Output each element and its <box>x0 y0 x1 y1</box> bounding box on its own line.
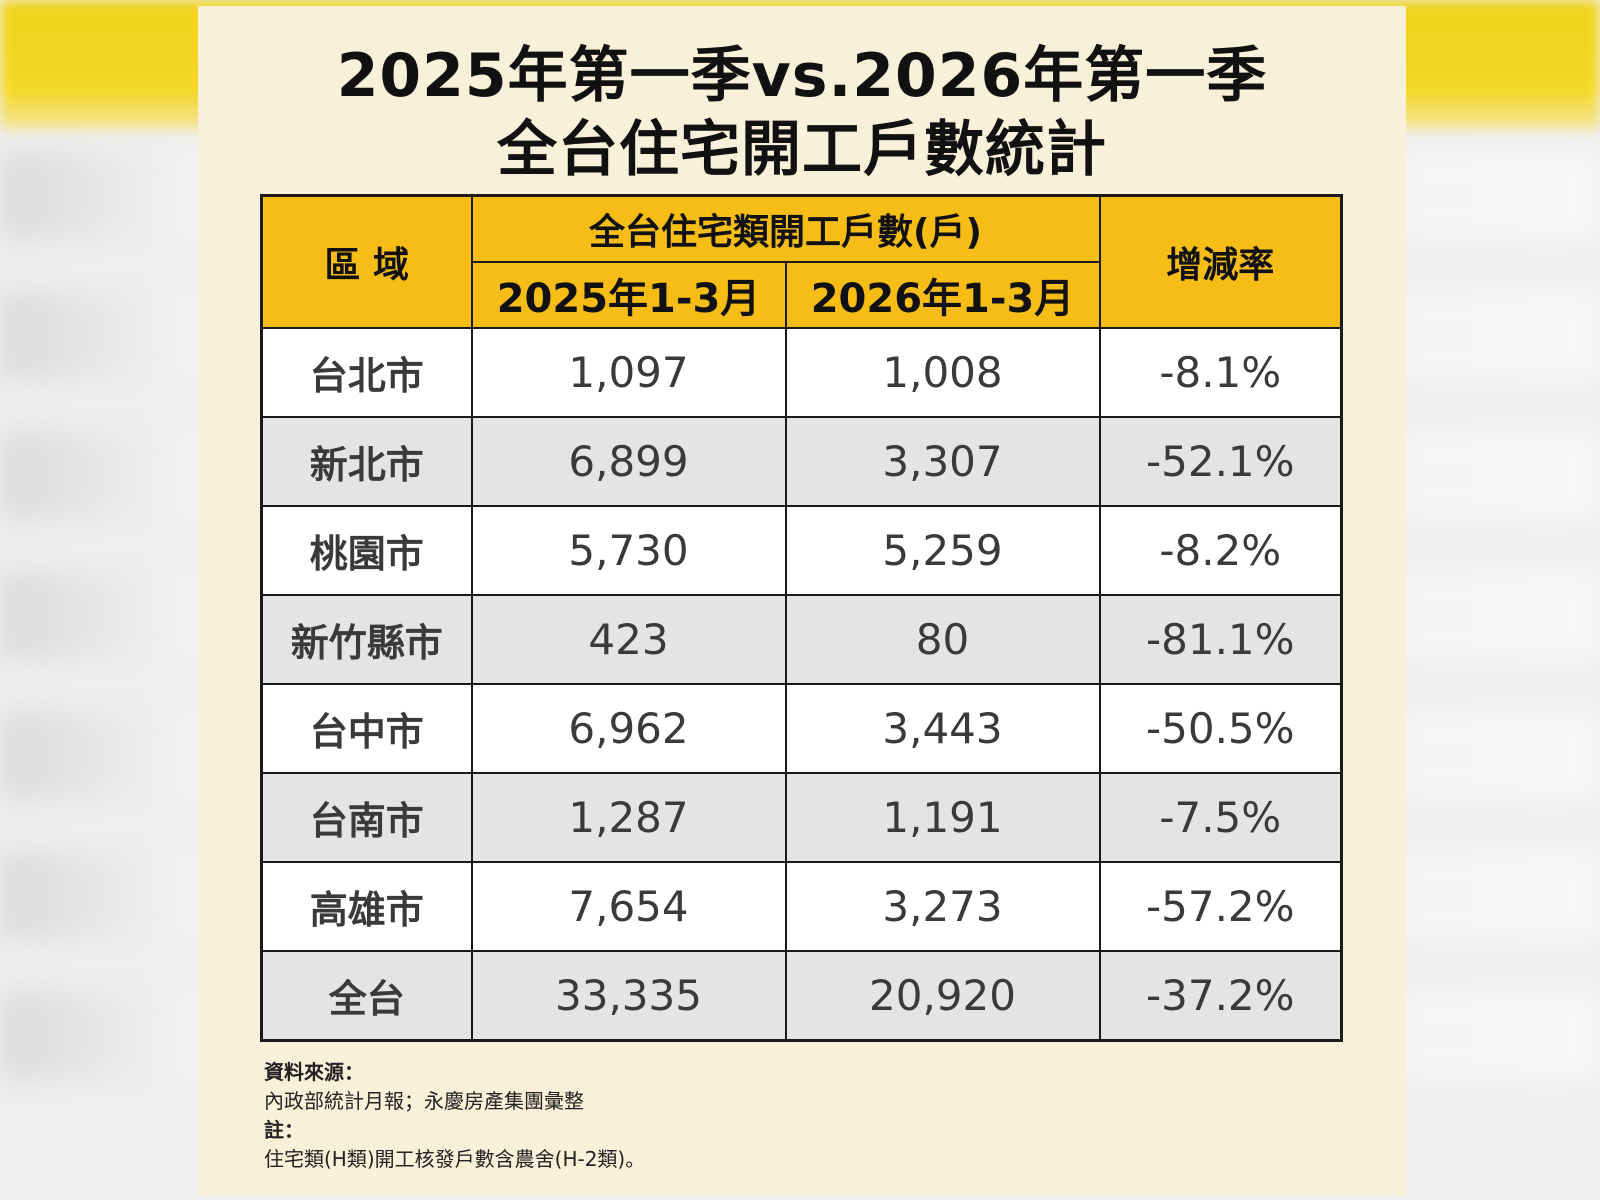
table-body: 台北市 1,097 1,008 -8.1% 新北市 6,899 3,307 -52.1% 桃園市… <box>260 327 1343 1042</box>
cell-2025: 5,730 <box>470 505 787 596</box>
cell-2026: 3,443 <box>784 683 1101 774</box>
table-row: 桃園市 5,730 5,259 -8.2% <box>260 505 1343 596</box>
cell-2025: 1,097 <box>470 327 787 418</box>
table-row: 新北市 6,899 3,307 -52.1% <box>260 416 1343 507</box>
table-row: 台南市 1,287 1,191 -7.5% <box>260 772 1343 863</box>
cell-region: 全台 <box>260 950 473 1042</box>
cell-2026: 3,273 <box>784 861 1101 952</box>
cell-2025: 423 <box>470 594 787 685</box>
cell-region: 新北市 <box>260 416 473 507</box>
table-row: 台北市 1,097 1,008 -8.1% <box>260 327 1343 418</box>
table-row: 台中市 6,962 3,443 -50.5% <box>260 683 1343 774</box>
cell-change: -8.1% <box>1098 327 1343 418</box>
header-group: 全台住宅類開工戶數(戶) <box>470 194 1101 263</box>
cell-change: -8.2% <box>1098 505 1343 596</box>
cell-2026: 20,920 <box>784 950 1101 1042</box>
housing-starts-table: 區 域 全台住宅類開工戶數(戶) 增減率 2025年1-3月 2026年1-3月… <box>260 194 1344 1042</box>
cell-region: 新竹縣市 <box>260 594 473 685</box>
cell-2025: 7,654 <box>470 861 787 952</box>
header-2026: 2026年1-3月 <box>784 261 1101 329</box>
title-line-2: 全台住宅開工戶數統計 <box>497 115 1107 185</box>
cell-2026: 3,307 <box>784 416 1101 507</box>
source-label: 資料來源： <box>264 1060 364 1084</box>
cell-region: 台北市 <box>260 327 473 418</box>
cell-change: -52.1% <box>1098 416 1343 507</box>
cell-2025: 6,899 <box>470 416 787 507</box>
cell-change: -37.2% <box>1098 950 1343 1042</box>
note-label: 註： <box>264 1118 304 1142</box>
cell-region: 桃園市 <box>260 505 473 596</box>
notes: 資料來源： 內政部統計月報；永慶房產集團彙整 註： 住宅類(H類)開工核發戶數含… <box>264 1058 645 1174</box>
cell-region: 台南市 <box>260 772 473 863</box>
cell-change: -57.2% <box>1098 861 1343 952</box>
cell-2025: 6,962 <box>470 683 787 774</box>
cell-2025: 1,287 <box>470 772 787 863</box>
cell-2026: 5,259 <box>784 505 1101 596</box>
cell-change: -50.5% <box>1098 683 1343 774</box>
table-row: 新竹縣市 423 80 -81.1% <box>260 594 1343 685</box>
table-row: 高雄市 7,654 3,273 -57.2% <box>260 861 1343 952</box>
note-text: 住宅類(H類)開工核發戶數含農舍(H-2類)。 <box>264 1147 646 1171</box>
header-region: 區 域 <box>260 194 473 329</box>
cell-2026: 1,191 <box>784 772 1101 863</box>
cell-region: 高雄市 <box>260 861 473 952</box>
cell-change: -81.1% <box>1098 594 1343 685</box>
cell-2026: 80 <box>784 594 1101 685</box>
title-line-1: 2025年第一季vs.2026年第一季 <box>336 41 1268 111</box>
cell-2025: 33,335 <box>470 950 787 1042</box>
table-row: 全台 33,335 20,920 -37.2% <box>260 950 1343 1042</box>
infographic-card: 2025年第一季vs.2026年第一季 全台住宅開工戶數統計 區 域 全台住宅類… <box>198 6 1406 1196</box>
cell-2026: 1,008 <box>784 327 1101 418</box>
source-text: 內政部統計月報；永慶房產集團彙整 <box>264 1089 584 1113</box>
header-2025: 2025年1-3月 <box>470 261 787 329</box>
cell-change: -7.5% <box>1098 772 1343 863</box>
header-change: 增減率 <box>1098 194 1343 329</box>
cell-region: 台中市 <box>260 683 473 774</box>
